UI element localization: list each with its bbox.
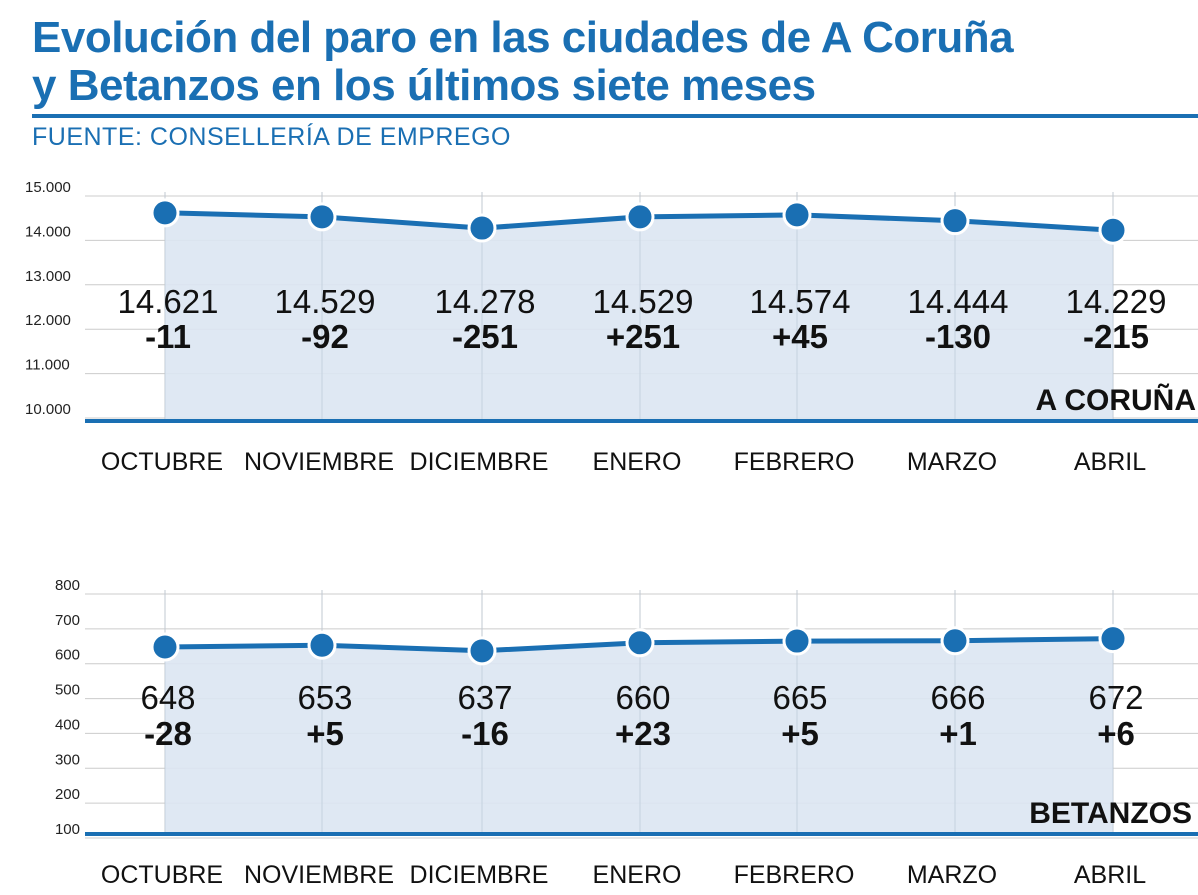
chart2-value-label: 665 xyxy=(772,679,827,716)
chart1-data-point xyxy=(625,202,655,232)
chart2-change-label: -28 xyxy=(144,715,192,752)
chart1-data-point xyxy=(782,200,812,230)
chart1-category-label: FEBRERO xyxy=(734,448,855,476)
chart1-ytick-label: 15.000 xyxy=(25,179,71,196)
chart1-area xyxy=(165,212,1113,421)
chart2-ytick-label: 800 xyxy=(55,577,80,594)
chart1-category-label: MARZO xyxy=(907,448,997,476)
chart1-change-label: -130 xyxy=(925,318,991,355)
chart2-ytick-label: 200 xyxy=(55,786,80,803)
chart2-ytick-label: 500 xyxy=(55,682,80,699)
chart-title: Evolución del paro en las ciudades de A … xyxy=(32,14,1182,110)
chart2-ytick-label: 600 xyxy=(55,647,80,664)
chart1-category-label: OCTUBRE xyxy=(101,448,223,476)
chart2-change-label: -16 xyxy=(461,715,509,752)
chart2-area xyxy=(165,638,1113,834)
chart2-ytick-label: 400 xyxy=(55,716,80,733)
chart2-data-point xyxy=(1098,624,1128,654)
chart1-category-label: ENERO xyxy=(593,448,682,476)
chart1-ytick-label: 11.000 xyxy=(25,357,70,374)
chart2-ytick-label: 300 xyxy=(55,751,80,768)
chart2-category-label: ENERO xyxy=(593,861,682,889)
chart1-value-label: 14.574 xyxy=(750,283,851,320)
chart1-value-label: 14.529 xyxy=(593,283,694,320)
chart2-value-label: 648 xyxy=(140,679,195,716)
chart1-change-label: -11 xyxy=(145,318,191,355)
chart1-value-label: 14.621 xyxy=(118,283,219,320)
chart1-data-point xyxy=(307,202,337,232)
title-divider xyxy=(32,114,1198,118)
chart2-ytick-label: 700 xyxy=(55,612,80,629)
chart2-value-label: 672 xyxy=(1088,679,1143,716)
chart1-change-label: -215 xyxy=(1083,318,1149,355)
title-line-2: y Betanzos en los últimos siete meses xyxy=(32,61,816,110)
chart2-change-label: +1 xyxy=(939,715,977,752)
chart1-change-label: +45 xyxy=(772,318,828,355)
title-line-1: Evolución del paro en las ciudades de A … xyxy=(32,13,1014,62)
chart1-city-label: A CORUÑA xyxy=(1035,383,1196,417)
chart2-change-label: +5 xyxy=(306,715,344,752)
chart1-data-point xyxy=(1098,215,1128,245)
chart2-value-label: 660 xyxy=(615,679,670,716)
chart1-category-label: DICIEMBRE xyxy=(410,448,549,476)
chart1-change-label: -92 xyxy=(301,318,349,355)
chart2-value-label: 637 xyxy=(457,679,512,716)
chart2-category-label: OCTUBRE xyxy=(101,861,223,889)
chart2-category-label: NOVIEMBRE xyxy=(244,861,394,889)
chart2-category-label: DICIEMBRE xyxy=(410,861,549,889)
chart1-change-label: -251 xyxy=(452,318,518,355)
source-note: FUENTE: CONSELLERÍA DE EMPREGO xyxy=(32,123,511,151)
chart2-ytick-label: 100 xyxy=(55,821,80,838)
chart2-category-label: FEBRERO xyxy=(734,861,855,889)
chart2-data-point xyxy=(782,626,812,656)
chart2-change-label: +23 xyxy=(615,715,671,752)
chart1-value-label: 14.229 xyxy=(1066,283,1167,320)
chart2-data-point xyxy=(307,630,337,660)
chart2-change-label: +6 xyxy=(1097,715,1135,752)
chart1-ytick-label: 14.000 xyxy=(25,223,71,240)
chart2-value-label: 653 xyxy=(297,679,352,716)
chart1-data-point xyxy=(150,198,180,228)
chart2-data-point xyxy=(625,628,655,658)
chart1-value-label: 14.278 xyxy=(435,283,536,320)
chart2-change-label: +5 xyxy=(781,715,819,752)
chart2-data-point xyxy=(467,636,497,666)
chart2-data-point xyxy=(150,632,180,662)
chart2-category-label: MARZO xyxy=(907,861,997,889)
chart1-data-point xyxy=(467,213,497,243)
chart2-data-point xyxy=(940,626,970,656)
chart1-change-label: +251 xyxy=(606,318,680,355)
chart1-value-label: 14.444 xyxy=(908,283,1009,320)
chart1-ytick-label: 10.000 xyxy=(25,401,71,418)
chart1-value-label: 14.529 xyxy=(275,283,376,320)
chart1-data-point xyxy=(940,206,970,236)
chart2-city-label: BETANZOS xyxy=(1029,797,1192,830)
chart2-value-label: 666 xyxy=(930,679,985,716)
chart1-category-label: ABRIL xyxy=(1074,448,1146,476)
chart1-ytick-label: 13.000 xyxy=(25,268,71,285)
chart1-ytick-label: 12.000 xyxy=(25,312,71,329)
chart2-category-label: ABRIL xyxy=(1074,861,1146,889)
chart1-category-label: NOVIEMBRE xyxy=(244,448,394,476)
